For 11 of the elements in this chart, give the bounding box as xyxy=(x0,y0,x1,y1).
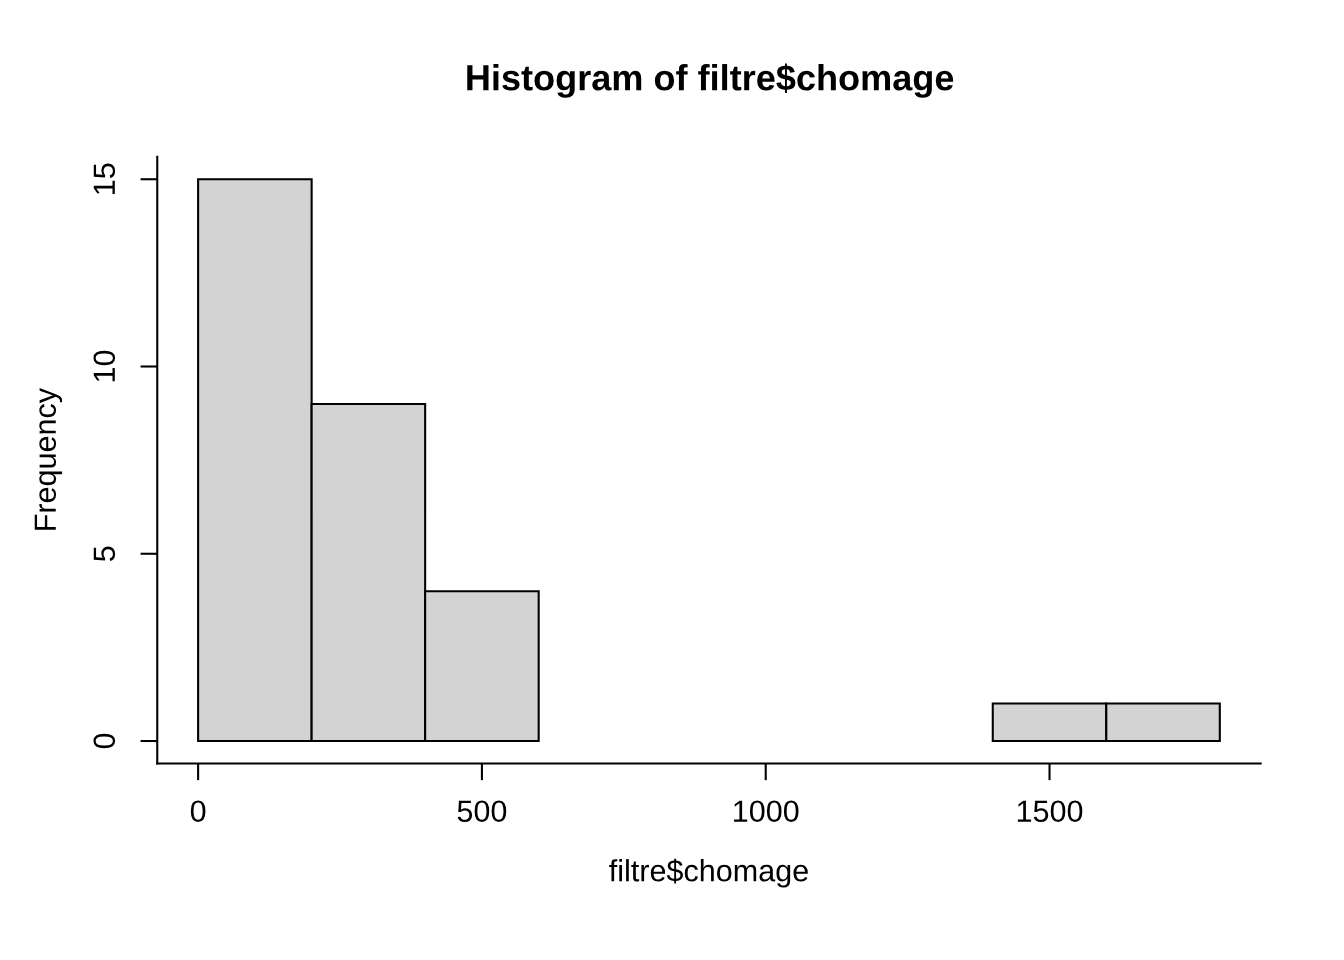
x-tick-label: 0 xyxy=(190,800,206,823)
y-axis-title: Frequency xyxy=(34,388,63,530)
chart-title: Histogram of filtre$chomage xyxy=(467,63,954,98)
x-tick-label: 1000 xyxy=(734,800,799,823)
y-tick-label: 10 xyxy=(93,350,116,382)
y-tick-label: 15 xyxy=(93,163,116,194)
x-axis-title: filtre$chomage xyxy=(609,858,808,888)
y-tick-label: 0 xyxy=(93,733,116,749)
x-tick-label: 500 xyxy=(457,800,507,823)
y-tick-label: 5 xyxy=(93,546,116,562)
x-tick-label: 1500 xyxy=(1017,800,1083,823)
